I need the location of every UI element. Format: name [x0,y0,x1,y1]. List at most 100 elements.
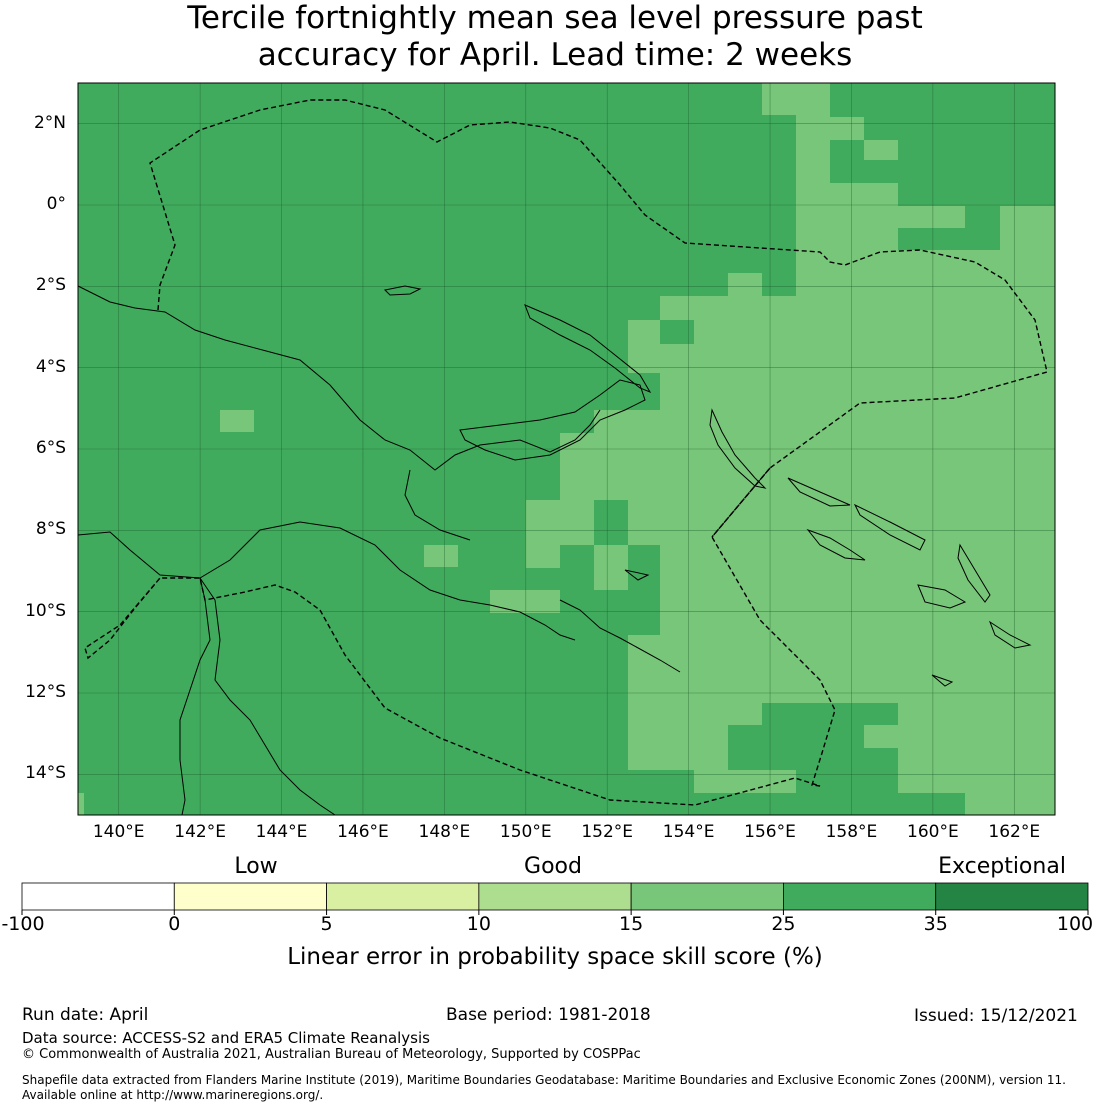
colorbar-tick-label: 25 [771,913,796,935]
latitude-label: 4°S [35,356,66,377]
skill-cell-15-25 [864,140,898,160]
skill-cell-15-25 [796,183,898,250]
skill-cell-25-35 [628,770,660,815]
colorbar [21,882,1089,915]
legend-category-exceptional: Exceptional [938,854,1066,879]
new-britain [459,379,646,461]
skill-cell-25-35 [965,206,1000,250]
colorbar-title: Linear error in probability space skill … [287,944,823,970]
manus-island [383,285,422,296]
colorbar-bin [478,882,632,911]
longitude-label: 154°E [662,822,715,842]
woodlark [624,569,650,581]
colorbar-tick-label: 10 [466,913,491,935]
skill-cell-15-25 [594,568,628,590]
skill-cell-15-25 [628,680,660,770]
skill-cell-15-25 [1000,206,1055,215]
latitude-label: 14°S [25,763,66,784]
new-guinea-north-coast [77,285,601,471]
skill-cell-25-35 [762,703,864,748]
legend-category-low: Low [234,854,278,879]
longitude-label: 140°E [92,822,145,842]
skill-cell-15-25 [560,455,628,500]
bougainville [709,408,767,489]
longitude-label: 148°E [418,822,471,842]
skill-cell-15-25 [660,680,1055,703]
colorbar-bin [326,882,480,911]
cape-york [179,577,211,816]
legend-category-good: Good [524,854,582,879]
skill-cell-15-25 [898,703,1055,725]
latitude-label: 6°S [35,438,66,458]
longitude-label: 150°E [499,822,552,842]
colorbar-tick-label: 100 [1056,913,1094,935]
huon-coast [404,469,471,541]
choiseul [787,477,851,507]
colorbar-tick-label: 5 [320,913,333,935]
malaita [957,543,991,603]
graticule [78,83,1055,815]
skill-cell-15-25 [898,206,965,228]
title-line-1: Tercile fortnightly mean sea level press… [187,0,923,36]
skill-cell-15-25 [78,793,84,815]
rennell [931,674,954,687]
longitude-label: 142°E [174,822,226,842]
shapefile-credit-line-2: Available online at http://www.marinereg… [22,1088,324,1102]
longitude-label: 156°E [744,822,796,842]
skill-cell-15-25 [830,115,864,140]
skill-cell-15-25 [628,635,1055,680]
skill-cell-15-25 [762,83,830,115]
skill-cell-25-35 [560,545,594,568]
colorbar-bin [783,882,937,911]
map-title: Tercile fortnightly mean sea level press… [0,0,1110,74]
skill-cell-15-25 [796,115,830,160]
base-period: Base period: 1981-2018 [446,1005,651,1025]
data-source: Data source: ACCESS-S2 and ERA5 Climate … [22,1029,430,1047]
longitude-label: 146°E [337,822,389,842]
skill-cell-15-25 [628,320,661,344]
skill-cell-15-25 [694,320,1055,373]
skill-cell-25-35 [526,455,560,500]
skill-cell-25-35 [762,273,796,296]
latitude-label: 10°S [25,600,66,621]
skill-cell-25-35 [728,725,762,770]
skill-cell-25-35 [762,250,796,273]
skill-cell-15-25 [628,344,694,373]
new-georgia [806,528,866,561]
skill-cell-15-25 [660,296,1055,320]
skill-cell-25-35 [864,117,1055,140]
skill-cell-15-25 [628,455,1055,500]
shapefile-credit-line-1: Shapefile data extracted from Flanders M… [22,1073,1066,1087]
skill-cell-25-35 [694,793,965,815]
issued-date: Issued: 15/12/2021 [914,1006,1078,1026]
skill-cell-25-35 [594,388,660,410]
map-frame [77,82,1056,816]
colorbar-bin [173,882,327,911]
latitude-label: 0° [46,194,66,214]
colorbar-tick-label: -100 [1,913,45,935]
solomon-eez-boundary [711,467,771,538]
latitude-label: 8°S [35,519,66,540]
louisiade-islands [559,599,681,673]
longitude-label: 160°E [907,822,959,842]
longitude-label: 162°E [988,822,1041,842]
latitude-label: 2°S [35,275,66,296]
skill-cell-15-25 [660,373,1055,455]
latitude-label: 12°S [25,682,66,702]
skill-cell-15-25 [526,590,560,613]
skill-cell-15-25 [660,748,728,770]
coastlines [77,285,1032,816]
skill-cell-15-25 [694,770,796,793]
colorbar-bin [630,882,784,911]
colorbar-tick-label: 0 [168,913,181,935]
santa-isabel [853,503,926,551]
guadalcanal [917,584,967,609]
title-line-2: accuracy for April. Lead time: 2 weeks [257,37,853,73]
new-guinea-south-coast [77,521,576,641]
makira [988,620,1032,649]
skill-cell-15-25 [660,545,1055,635]
longitude-label: 158°E [825,822,878,842]
skill-cell-15-25 [796,250,1055,296]
cape-york-east [199,577,336,816]
